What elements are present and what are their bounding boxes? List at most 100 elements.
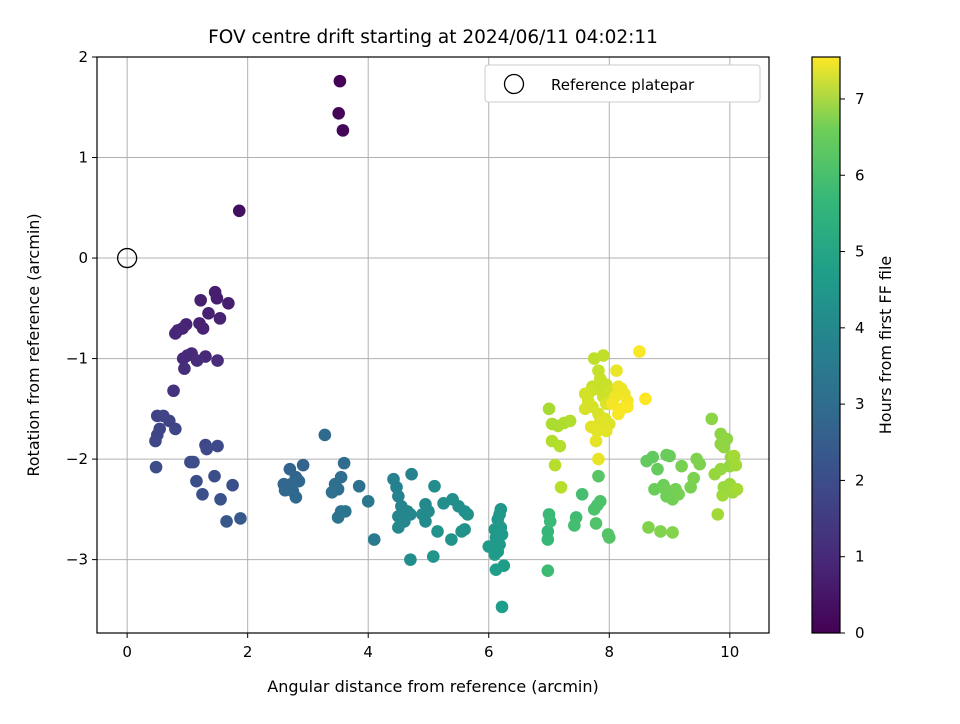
data-point xyxy=(292,474,306,488)
chart-title: FOV centre drift starting at 2024/06/11 … xyxy=(208,27,658,48)
y-tick-label: −1 xyxy=(66,350,88,368)
plot-frame xyxy=(96,56,770,634)
data-point xyxy=(392,521,405,534)
colorbar-ticks: 0 1 2 3 4 5 6 7 xyxy=(840,90,865,642)
data-point xyxy=(211,354,224,367)
colorbar-tick-label: 6 xyxy=(855,166,865,184)
data-point xyxy=(392,489,405,503)
colorbar-tick-label: 1 xyxy=(855,548,865,566)
data-point xyxy=(672,487,685,501)
data-point xyxy=(717,440,731,454)
data-point xyxy=(610,364,623,377)
data-point xyxy=(428,479,441,493)
data-point xyxy=(332,106,345,120)
data-point xyxy=(169,422,182,436)
data-point xyxy=(325,485,339,499)
y-tick-label: −3 xyxy=(66,551,88,569)
data-point xyxy=(596,349,610,362)
data-point xyxy=(578,402,592,416)
data-point xyxy=(210,291,224,305)
data-point xyxy=(226,478,239,492)
x-tick-label: 4 xyxy=(363,643,373,661)
data-point xyxy=(543,515,557,528)
data-point xyxy=(169,327,182,340)
y-axis-label: Rotation from reference (arcmin) xyxy=(24,213,43,476)
data-point xyxy=(495,528,509,541)
colorbar-tick-label: 0 xyxy=(855,624,865,642)
data-point xyxy=(194,293,207,307)
reference-marker xyxy=(116,247,138,269)
data-point xyxy=(639,392,652,406)
data-point xyxy=(592,469,605,483)
data-point xyxy=(149,460,163,474)
data-point xyxy=(727,449,741,463)
colorbar-tick-label: 2 xyxy=(855,471,865,489)
data-point xyxy=(589,434,603,448)
colorbar: 0 1 2 3 4 5 6 7 Hours from first FF file xyxy=(811,56,895,642)
data-point xyxy=(659,482,672,496)
colorbar-tick-label: 4 xyxy=(855,319,865,337)
colorbar-gradient xyxy=(811,56,841,634)
data-point xyxy=(222,296,235,310)
data-point xyxy=(666,526,679,539)
data-point xyxy=(708,467,722,481)
colorbar-label: Hours from first FF file xyxy=(876,256,895,435)
data-point xyxy=(176,352,190,365)
data-point xyxy=(190,474,203,488)
data-point xyxy=(612,407,625,421)
colorbar-tick-label: 5 xyxy=(855,243,865,261)
data-point xyxy=(575,487,589,501)
data-point xyxy=(367,533,381,546)
x-tick-label: 10 xyxy=(720,643,739,661)
data-point xyxy=(431,525,444,538)
data-point xyxy=(422,505,435,518)
data-point xyxy=(220,515,233,528)
data-point xyxy=(214,493,227,506)
data-point xyxy=(196,322,210,335)
data-point xyxy=(461,508,474,521)
data-point xyxy=(602,531,616,544)
data-point xyxy=(599,424,613,438)
data-point xyxy=(419,515,432,528)
y-tick-label: 0 xyxy=(78,249,88,267)
data-point xyxy=(568,519,581,532)
data-point xyxy=(333,74,347,88)
data-point xyxy=(640,454,653,468)
data-point xyxy=(548,458,562,472)
data-point xyxy=(190,354,204,367)
data-point xyxy=(336,124,350,137)
y-tick-label: −2 xyxy=(66,450,88,468)
data-point xyxy=(211,439,224,453)
data-point xyxy=(592,452,605,466)
legend: Reference platepar xyxy=(484,64,761,103)
data-point xyxy=(663,449,676,463)
data-point xyxy=(489,563,503,576)
data-point xyxy=(458,523,471,536)
y-tick-label: 2 xyxy=(78,48,88,66)
data-point xyxy=(495,600,509,614)
data-point xyxy=(651,462,664,476)
data-point xyxy=(563,414,577,428)
data-point xyxy=(361,495,375,508)
data-point xyxy=(675,459,688,473)
data-point xyxy=(232,204,246,218)
data-point xyxy=(200,442,213,456)
data-point xyxy=(149,434,162,448)
x-tick-label: 2 xyxy=(243,643,253,661)
data-point xyxy=(427,550,440,563)
data-point xyxy=(404,553,417,566)
y-axis-ticks: −3 −2 −1 0 1 2 xyxy=(66,48,97,569)
data-point xyxy=(445,533,458,546)
data-point xyxy=(178,362,191,375)
x-axis-ticks: 0 2 4 6 8 10 xyxy=(122,633,739,661)
data-point xyxy=(541,564,555,577)
legend-marker-circle-icon xyxy=(503,73,525,95)
data-point xyxy=(687,471,700,485)
data-point xyxy=(337,456,351,470)
grid-lines xyxy=(97,56,769,633)
data-point xyxy=(196,487,209,501)
data-points xyxy=(149,74,744,614)
data-point xyxy=(234,512,247,525)
data-point xyxy=(296,458,310,472)
